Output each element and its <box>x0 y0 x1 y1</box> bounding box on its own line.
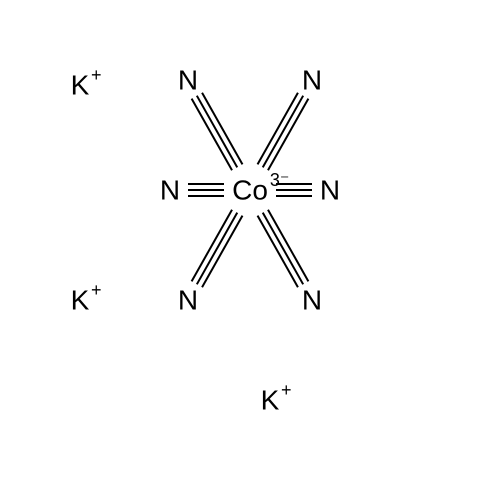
charge-Co: 3⁻ <box>270 170 290 190</box>
atom-N1: N <box>160 175 180 206</box>
atom-N5: N <box>178 285 198 316</box>
bond-line <box>263 96 303 168</box>
atom-N6: N <box>302 285 322 316</box>
atom-N3: N <box>178 65 198 96</box>
charge-K3: + <box>281 380 292 400</box>
charge-K2: + <box>91 280 102 300</box>
atom-K1: K <box>71 70 90 101</box>
atom-Co: Co <box>232 175 268 206</box>
atom-K3: K <box>261 385 280 416</box>
bond-line <box>263 213 303 285</box>
charge-K1: + <box>91 65 102 85</box>
bond-line <box>197 213 237 285</box>
atom-N2: N <box>320 175 340 206</box>
bond-line <box>197 96 237 168</box>
atom-K2: K <box>71 285 90 316</box>
atom-N4: N <box>302 65 322 96</box>
chemical-structure-diagram: Co3⁻NNNNNNK+K+K+ <box>0 0 500 500</box>
